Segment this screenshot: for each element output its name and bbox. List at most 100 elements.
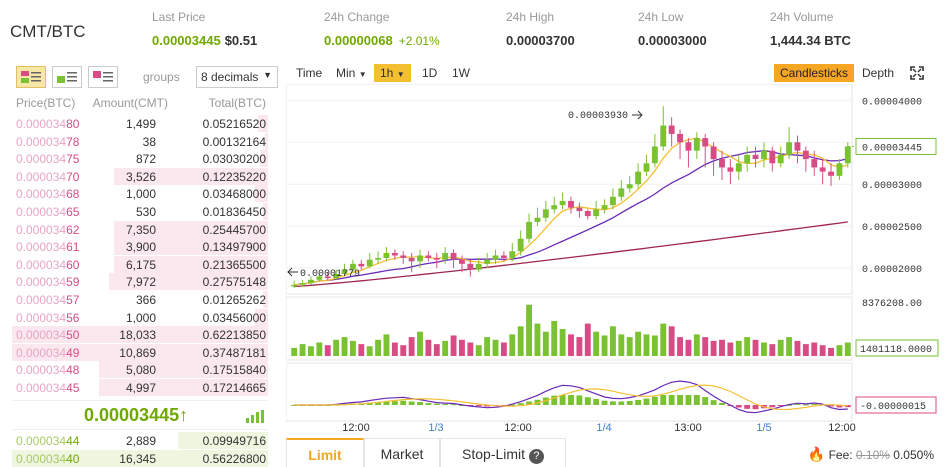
view-both-button[interactable] (16, 66, 46, 88)
ask-row[interactable]: 0.00003459 7,972 0.27575148 (12, 273, 268, 291)
volume-bar (526, 304, 532, 356)
candle-body (391, 252, 398, 256)
price-tick-label: 0.00004000 (862, 97, 922, 108)
volume-bar (668, 326, 675, 356)
ask-row[interactable]: 0.00003445 4,997 0.17214665 (12, 379, 268, 396)
row-amount: 1,000 (125, 187, 156, 202)
volume-bar (375, 339, 382, 356)
ask-row[interactable]: 0.00003456 1,000 0.03456000 (12, 308, 268, 326)
help-icon[interactable]: ? (528, 449, 544, 464)
volume-bar (794, 340, 801, 356)
interval-1h-dropdown[interactable]: 1h ▼ (374, 64, 411, 82)
macd-signal-line (294, 384, 848, 411)
ask-row[interactable]: 0.00003448 5,080 0.17515840 (12, 361, 268, 379)
candle-body (366, 259, 373, 267)
volume-bar (719, 339, 725, 356)
ask-row[interactable]: 0.00003462 7,350 0.25445700 (12, 220, 268, 238)
fee-info: 🔥 Fee: 0.10% 0.050% (808, 446, 934, 463)
row-total: 0.00132164 (202, 134, 266, 149)
candle-body (685, 142, 692, 151)
ask-row[interactable]: 0.00003460 6,175 0.21365500 (12, 255, 268, 273)
last-price-row[interactable]: 0.00003445↑ (12, 400, 268, 430)
ask-row[interactable]: 0.00003457 366 0.01265262 (12, 291, 268, 308)
ask-row[interactable]: 0.00003475 872 0.03030200 (12, 150, 268, 168)
volume-bar (651, 335, 658, 356)
candle-body (626, 184, 633, 189)
bid-row[interactable]: 0.00003444 2,889 0.09949716 (12, 432, 268, 449)
ask-row[interactable]: 0.00003468 1,000 0.03468000 (12, 185, 268, 203)
min-dropdown[interactable]: Min ▼ (330, 64, 373, 82)
row-amount: 2,889 (125, 434, 156, 448)
ask-row[interactable]: 0.00003478 38 0.00132164 (12, 132, 268, 150)
volume-bar (333, 339, 340, 356)
macd-tag-label: -0.00000015 (860, 402, 926, 413)
volume-bar (693, 334, 700, 356)
depth-bar (114, 167, 268, 185)
candle-body (710, 146, 717, 160)
candle-body (794, 142, 801, 151)
volume-bar (610, 326, 616, 356)
candle-body (509, 251, 516, 258)
volume-bar (777, 339, 784, 356)
candle-body (693, 138, 700, 151)
row-price: 0.00003444 (16, 434, 80, 448)
tab-limit[interactable]: Limit (286, 438, 364, 467)
volume-bar (425, 339, 432, 356)
view-asks-button[interactable] (88, 66, 118, 88)
candle-body (484, 259, 491, 264)
macd-bar (626, 400, 633, 405)
macd-bar (391, 401, 398, 405)
depth-tab[interactable]: Depth (862, 66, 895, 80)
macd-bar (677, 395, 683, 405)
depth-bar (114, 238, 268, 256)
candle-body (677, 133, 683, 143)
macd-bar (517, 403, 524, 405)
time-button[interactable]: Time (296, 66, 323, 80)
price-tick-label: 0.00002000 (862, 265, 922, 276)
bid-row[interactable]: 0.00003440 16,345 0.56226800 (12, 449, 268, 467)
candle-body (492, 255, 499, 260)
volume-bar (484, 337, 491, 356)
volume-label: 24h Volume (770, 10, 834, 24)
depth-bar (99, 379, 268, 396)
fee-old: 0.10% (855, 448, 890, 462)
macd-bar (794, 403, 801, 405)
ask-row[interactable]: 0.00003449 10,869 0.37487181 (12, 343, 268, 361)
depth-bar (114, 220, 268, 238)
interval-1d-button[interactable]: 1D (422, 66, 438, 80)
low-marker-label: 0.00001779 (300, 269, 360, 280)
row-amount: 4,997 (125, 381, 156, 395)
candle-body (819, 167, 826, 172)
decimals-select[interactable]: 8 decimals ▼ (196, 66, 278, 88)
ask-row[interactable]: 0.00003480 1,499 0.05216520 (12, 115, 268, 132)
ask-row[interactable]: 0.00003470 3,526 0.12235220 (12, 167, 268, 185)
row-total: 0.25445700 (202, 222, 266, 237)
volume-bar (685, 339, 692, 356)
macd-line (294, 380, 848, 414)
candle-body (383, 252, 390, 258)
macd-bar (844, 405, 851, 408)
fullscreen-icon[interactable] (910, 66, 924, 80)
ma99-line (294, 221, 848, 288)
signal-bars-icon (246, 410, 264, 423)
macd-bar (668, 395, 675, 405)
candle-body (408, 257, 415, 262)
macd-bar (744, 405, 751, 409)
change-label: 24h Change (324, 10, 390, 24)
ask-row[interactable]: 0.00003465 530 0.01836450 (12, 203, 268, 220)
candlesticks-tab[interactable]: Candlesticks (774, 64, 855, 82)
volume-bar (710, 340, 717, 356)
caret-down-icon: ▼ (358, 70, 367, 79)
row-amount: 16,345 (119, 451, 156, 466)
chart-canvas[interactable]: 0.000040000.000035000.000030000.00002500… (286, 84, 944, 436)
ask-row[interactable]: 0.00003450 18,033 0.62213850 (12, 326, 268, 344)
tab-stop-limit[interactable]: Stop-Limit ? (440, 438, 566, 467)
interval-1w-button[interactable]: 1W (452, 66, 470, 80)
volume-bar (752, 339, 759, 356)
volume-bar (601, 335, 608, 356)
ask-row[interactable]: 0.00003461 3,900 0.13497900 (12, 238, 268, 256)
volume-stat: 24h Volume 1,444.34 BTC (770, 10, 851, 48)
tab-market[interactable]: Market (364, 438, 440, 467)
view-bids-button[interactable] (52, 66, 82, 88)
macd-bar (777, 405, 784, 406)
